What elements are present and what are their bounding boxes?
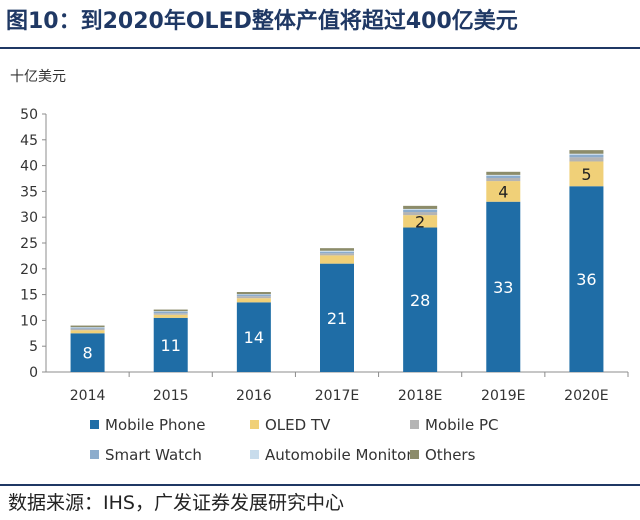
bar-segment (486, 201, 521, 372)
bar-segment (403, 212, 438, 216)
data-label: 2 (415, 212, 425, 231)
x-tick-label: 2019E (481, 388, 525, 404)
bar-segment (70, 328, 105, 331)
data-label: 5 (581, 165, 591, 184)
legend-swatch (410, 420, 419, 429)
bar-segment (153, 317, 188, 372)
stacked-bar-chart: 0510152025303540455082014112015142016212… (20, 107, 629, 464)
bar-segment (320, 248, 354, 251)
bar-segment (569, 157, 604, 162)
x-tick-label: 2016 (236, 388, 272, 404)
bar-segment (236, 298, 271, 303)
bar-segment (70, 327, 105, 329)
x-tick-label: 2017E (315, 388, 359, 404)
x-tick-label: 2015 (153, 388, 189, 404)
bar-segment (403, 205, 438, 209)
y-axis-unit-label: 十亿美元 (10, 69, 66, 85)
bar-segment (70, 330, 105, 334)
data-label: 14 (244, 328, 264, 347)
data-label: 11 (161, 336, 181, 355)
bar-segment (236, 294, 271, 295)
x-tick-label: 2014 (70, 388, 106, 404)
bar-segment (236, 292, 271, 295)
source-note: 数据来源：IHS，广发证券发展研究中心 (8, 492, 344, 514)
legend-label: Mobile PC (425, 416, 499, 434)
bar-segment (486, 177, 521, 182)
bar-segment (320, 263, 354, 372)
data-label: 8 (82, 344, 92, 363)
legend-label: Smart Watch (105, 446, 202, 464)
x-tick-label: 2020E (564, 388, 608, 404)
bar-segment (486, 175, 521, 178)
y-tick-label: 50 (20, 107, 38, 123)
data-label: 28 (410, 291, 430, 310)
bar-segment (403, 215, 438, 228)
x-tick-label: 2018E (398, 388, 442, 404)
y-tick-label: 5 (29, 339, 38, 355)
bar-segment (153, 311, 188, 314)
y-tick-label: 20 (20, 262, 38, 278)
legend-swatch (410, 450, 419, 459)
bar-segment (320, 250, 354, 252)
bar-segment (236, 296, 271, 299)
bar-segment (320, 255, 354, 264)
data-label: 4 (498, 182, 508, 201)
legend-label: OLED TV (265, 416, 331, 434)
bar-segment (70, 333, 105, 372)
y-tick-label: 45 (20, 133, 38, 149)
legend-label: Others (425, 446, 476, 464)
bar-segment (403, 209, 438, 213)
bar-segment (486, 174, 521, 176)
bar-segment (569, 150, 604, 154)
bar-segment (569, 154, 604, 158)
bar-segment (153, 313, 188, 315)
bar-segment (153, 314, 188, 318)
legend-swatch (250, 420, 259, 429)
data-label: 21 (327, 309, 347, 328)
data-label: 33 (493, 278, 513, 297)
bar-segment (403, 227, 438, 372)
y-tick-label: 0 (29, 365, 38, 381)
figure-title: 图10：到2020年OLED整体产值将超过400亿美元 (6, 9, 518, 34)
data-label: 36 (576, 270, 596, 289)
bar-segment (320, 251, 354, 254)
y-tick-label: 25 (20, 236, 38, 252)
bar-segment (320, 253, 354, 256)
bar-segment (569, 161, 604, 187)
legend-swatch (90, 420, 99, 429)
y-tick-label: 35 (20, 184, 38, 200)
legend-swatch (250, 450, 259, 459)
y-tick-label: 30 (20, 210, 38, 226)
source-divider (0, 484, 640, 486)
bar-segment (70, 327, 105, 328)
y-tick-label: 15 (20, 288, 38, 304)
bar-segment (486, 181, 521, 202)
bar-segment (569, 153, 604, 155)
legend-label: Automobile Monitor (265, 446, 413, 464)
bar-segment (236, 294, 271, 297)
bar-segment (153, 311, 188, 312)
bar-segment (153, 309, 188, 312)
title-divider (0, 47, 640, 49)
y-tick-label: 40 (20, 159, 38, 175)
bar-segment (569, 186, 604, 372)
y-tick-label: 10 (20, 313, 38, 329)
bar-segment (70, 325, 105, 328)
legend-label: Mobile Phone (105, 416, 205, 434)
bar-segment (486, 171, 521, 175)
legend-swatch (90, 450, 99, 459)
bar-segment (236, 302, 271, 372)
bar-segment (403, 208, 438, 210)
